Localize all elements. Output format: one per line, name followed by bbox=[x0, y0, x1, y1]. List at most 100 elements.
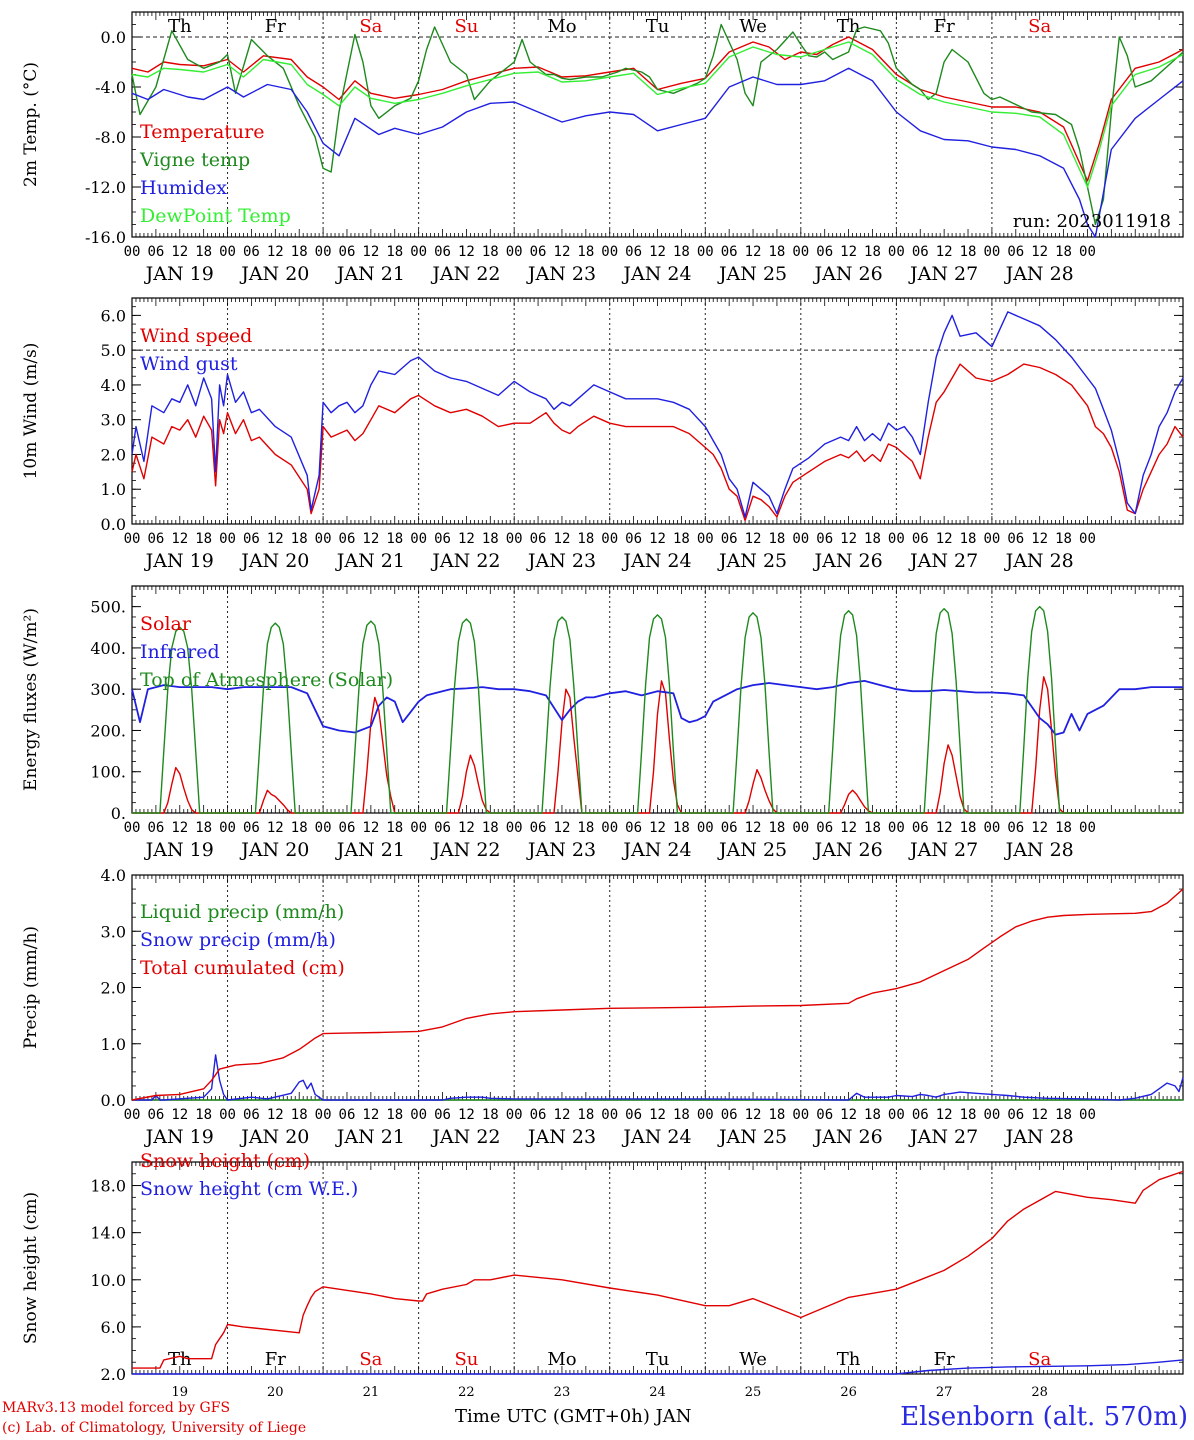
x-date-label: JAN 27 bbox=[908, 550, 978, 572]
x-hour-label: 12 bbox=[554, 820, 571, 836]
x-hour-label: 12 bbox=[171, 244, 188, 260]
x-date-label: JAN 24 bbox=[621, 839, 691, 861]
weekday-label: Fr bbox=[265, 16, 286, 37]
x-hour-label: 00 bbox=[506, 820, 523, 836]
y-tick-label: 6.0 bbox=[101, 306, 126, 325]
legend-entry: Temperature bbox=[140, 121, 264, 143]
weekday-label: Fr bbox=[934, 16, 955, 37]
x-hour-label: 18 bbox=[960, 1107, 977, 1123]
x-hour-label: 06 bbox=[816, 531, 833, 547]
x-hour-label: 06 bbox=[816, 820, 833, 836]
x-hour-label: 00 bbox=[792, 244, 809, 260]
x-hour-label: 18 bbox=[291, 244, 308, 260]
x-hour-label: 06 bbox=[434, 244, 451, 260]
x-date-label: JAN 25 bbox=[717, 1126, 787, 1148]
y-tick-label: 400. bbox=[90, 639, 126, 658]
y-tick-label: 0.0 bbox=[101, 28, 126, 47]
x-hour-label: 00 bbox=[506, 244, 523, 260]
x-hour-label: 00 bbox=[792, 820, 809, 836]
x-hour-label: 06 bbox=[625, 244, 642, 260]
x-hour-label: 18 bbox=[291, 820, 308, 836]
x-hour-label: 06 bbox=[530, 531, 547, 547]
x-hour-label: 06 bbox=[530, 1107, 547, 1123]
x-hour-label: 06 bbox=[530, 244, 547, 260]
x-date-label: JAN 20 bbox=[239, 550, 309, 572]
x-hour-label: 18 bbox=[960, 244, 977, 260]
x-hour-label: 12 bbox=[840, 820, 857, 836]
x-hour-label: 00 bbox=[410, 1107, 427, 1123]
x-hour-label: 12 bbox=[840, 531, 857, 547]
x-date-label: JAN 21 bbox=[335, 550, 405, 572]
series-line bbox=[132, 605, 1183, 814]
x-date-label: JAN 19 bbox=[144, 550, 214, 572]
x-hour-label: 06 bbox=[625, 820, 642, 836]
x-hour-label: 18 bbox=[864, 531, 881, 547]
x-date-label: JAN 28 bbox=[1004, 263, 1074, 285]
y-tick-label: 3.0 bbox=[101, 922, 126, 941]
x-day-number: 22 bbox=[458, 1385, 475, 1400]
x-date-label: JAN 21 bbox=[335, 1126, 405, 1148]
x-hour-label: 12 bbox=[267, 244, 284, 260]
x-hour-label: 00 bbox=[888, 820, 905, 836]
x-hour-label: 00 bbox=[601, 1107, 618, 1123]
legend-entry: Infrared bbox=[140, 641, 220, 663]
x-hour-label: 18 bbox=[482, 820, 499, 836]
x-hour-label: 06 bbox=[339, 531, 356, 547]
x-hour-label: 18 bbox=[195, 244, 212, 260]
x-hour-label: 18 bbox=[769, 820, 786, 836]
x-hour-label: 06 bbox=[243, 531, 260, 547]
x-hour-label: 00 bbox=[315, 1107, 332, 1123]
x-hour-label: 12 bbox=[936, 244, 953, 260]
x-hour-label: 18 bbox=[195, 820, 212, 836]
chart-panel-1: 0.0 -4.0 -8.0 -12.0 -16.0 2m Temp. (°C) 00 06 12… bbox=[21, 11, 1184, 285]
plot-frame bbox=[131, 297, 1184, 525]
x-hour-label: 00 bbox=[219, 1107, 236, 1123]
x-hour-label: 12 bbox=[649, 1107, 666, 1123]
x-hour-label: 00 bbox=[983, 531, 1000, 547]
x-hour-label: 00 bbox=[506, 531, 523, 547]
x-hour-label: 18 bbox=[1055, 1107, 1072, 1123]
y-tick-label: 3.0 bbox=[101, 411, 126, 430]
x-hour-label: 18 bbox=[769, 244, 786, 260]
x-hour-label: 12 bbox=[1031, 531, 1048, 547]
x-axis-label: Time UTC (GMT+0h) JAN bbox=[455, 1406, 692, 1427]
x-hour-label: 18 bbox=[769, 1107, 786, 1123]
x-date-label: JAN 24 bbox=[621, 550, 691, 572]
x-hour-label: 00 bbox=[315, 820, 332, 836]
series-line bbox=[131, 67, 1184, 238]
x-hour-label: 18 bbox=[673, 531, 690, 547]
x-hour-label: 00 bbox=[601, 820, 618, 836]
x-hour-label: 00 bbox=[124, 1107, 141, 1123]
x-hour-label: 00 bbox=[792, 1107, 809, 1123]
y-tick-label: 0.0 bbox=[101, 515, 126, 534]
y-tick-label: -4.0 bbox=[95, 78, 126, 97]
x-hour-label: 12 bbox=[745, 244, 762, 260]
legend-entry: Snow height (cm) bbox=[140, 1150, 310, 1172]
x-date-label: JAN 23 bbox=[526, 1126, 596, 1148]
x-date-label: JAN 19 bbox=[144, 1126, 214, 1148]
chart-panel-4: 0.0 1.0 2.0 3.0 4.0 Precip (mm/h) 00 06 12 18 00 06… bbox=[21, 866, 1184, 1148]
x-hour-label: 06 bbox=[1007, 1107, 1024, 1123]
chart-panel-2: 0.0 1.0 2.0 3.0 4.0 5.0 6.0 10m Wind (m/s) 00 06 1… bbox=[21, 297, 1184, 572]
y-tick-label: 500. bbox=[90, 598, 126, 617]
x-hour-label: 00 bbox=[219, 820, 236, 836]
x-date-label: JAN 25 bbox=[717, 263, 787, 285]
x-hour-label: 18 bbox=[482, 531, 499, 547]
y-tick-label: 0.0 bbox=[101, 1091, 126, 1110]
x-hour-label: 00 bbox=[601, 244, 618, 260]
chart-panel-5: 2.0 6.0 10.0 14.0 18.0 Snow height (cm) 19 20 21… bbox=[21, 1150, 1184, 1400]
plot-frame bbox=[131, 585, 1184, 814]
x-date-label: JAN 27 bbox=[908, 263, 978, 285]
x-hour-label: 12 bbox=[840, 244, 857, 260]
y-tick-label: 2.0 bbox=[101, 979, 126, 998]
x-hour-label: 12 bbox=[362, 531, 379, 547]
x-hour-label: 12 bbox=[936, 531, 953, 547]
x-hour-label: 00 bbox=[697, 531, 714, 547]
x-hour-label: 12 bbox=[1031, 1107, 1048, 1123]
x-hour-label: 06 bbox=[147, 820, 164, 836]
x-hour-label: 00 bbox=[983, 1107, 1000, 1123]
x-hour-label: 18 bbox=[673, 1107, 690, 1123]
legend-entry: Snow precip (mm/h) bbox=[140, 929, 336, 951]
x-hour-label: 12 bbox=[458, 244, 475, 260]
copyright-note: (c) Lab. of Climatology, University of L… bbox=[2, 1420, 307, 1436]
